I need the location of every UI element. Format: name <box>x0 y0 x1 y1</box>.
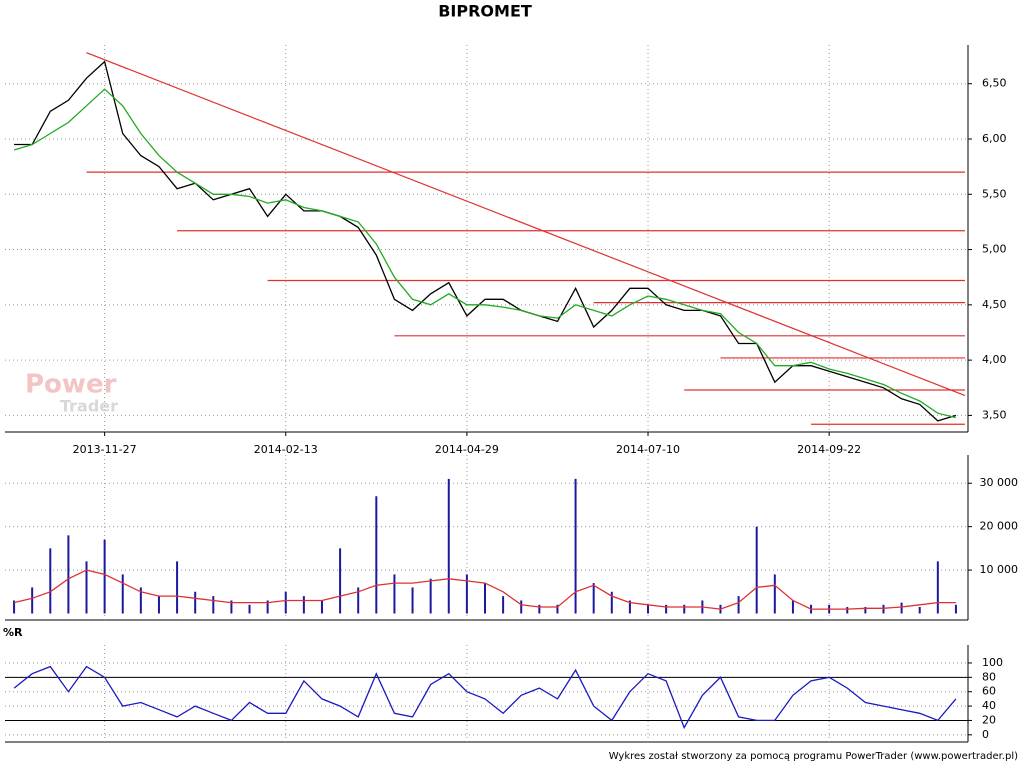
series-line <box>13 569 956 610</box>
volume-bar <box>954 604 957 614</box>
x-tick-label: 2014-04-29 <box>435 443 499 456</box>
volume-bar <box>429 578 432 614</box>
volume-bar <box>320 600 323 614</box>
volume-bar <box>393 574 396 614</box>
volume-bar <box>647 604 650 614</box>
volume-bar <box>502 596 505 614</box>
y-tick-label: 60 <box>982 685 996 698</box>
x-tick-label: 2014-09-22 <box>797 443 861 456</box>
volume-bar <box>31 587 34 614</box>
volume-bar <box>900 602 903 614</box>
volume-bar <box>556 604 559 614</box>
volume-bar <box>13 600 16 614</box>
volume-bar <box>755 526 758 614</box>
volume-bar <box>628 600 631 614</box>
volume-bar <box>484 583 486 614</box>
volume-bar <box>375 496 378 614</box>
y-tick-label: 20 000 <box>980 520 1019 533</box>
series-line <box>13 88 957 419</box>
volume-bar <box>574 478 577 614</box>
volume-bar <box>121 574 124 614</box>
volume-bar <box>864 606 867 614</box>
volume-bar <box>791 600 794 614</box>
y-tick-label: 100 <box>982 656 1003 669</box>
volume-bar <box>212 596 215 614</box>
volume-bar <box>49 548 52 614</box>
y-tick-label: 30 000 <box>980 476 1019 489</box>
volume-bar <box>339 548 342 614</box>
series-line <box>14 60 957 422</box>
y-tick-label: 3,50 <box>982 408 1007 421</box>
volume-bar <box>737 596 740 614</box>
volume-bar <box>592 583 595 614</box>
volume-bar <box>357 587 360 614</box>
y-tick-label: 0 <box>982 728 989 741</box>
watermark: Power <box>25 370 117 400</box>
volume-bar <box>67 535 70 614</box>
trend-line <box>86 52 966 397</box>
y-tick-label: 40 <box>982 699 996 712</box>
volume-bar <box>103 539 106 614</box>
y-tick-label: 10 000 <box>980 563 1019 576</box>
volume-bar <box>882 604 885 614</box>
y-tick-label: 5,00 <box>982 243 1007 256</box>
y-tick-label: 20 <box>982 713 996 726</box>
volume-bar <box>610 591 613 614</box>
volume-bar <box>85 561 88 614</box>
volume-bar <box>447 478 450 614</box>
x-tick-label: 2014-07-10 <box>616 443 680 456</box>
volume-bar <box>411 587 414 614</box>
volume-bar <box>538 604 541 614</box>
y-tick-label: 5,50 <box>982 187 1007 200</box>
volume-bar <box>248 604 251 614</box>
volume-bar <box>266 600 269 614</box>
volume-bar <box>683 604 686 614</box>
volume-bar <box>302 596 305 614</box>
series-line <box>13 665 957 730</box>
volume-bar <box>194 591 197 614</box>
volume-bar <box>284 591 287 614</box>
chart-title: BIPROMET <box>438 2 532 21</box>
footer: Wykres został stworzony za pomocą progra… <box>609 751 1018 762</box>
volume-bar <box>936 561 939 614</box>
volume-bar <box>465 574 468 614</box>
volume-bar <box>846 606 849 614</box>
y-axis-label: %R <box>3 626 23 639</box>
x-tick-label: 2013-11-27 <box>73 443 137 456</box>
x-tick-label: 2014-02-13 <box>254 443 318 456</box>
volume-bar <box>139 587 142 614</box>
volume-bar <box>230 600 233 614</box>
volume-bar <box>176 561 179 614</box>
volume-bar <box>157 596 160 614</box>
y-tick-label: 6,00 <box>982 132 1007 145</box>
volume-bar <box>773 574 776 614</box>
volume-bar <box>918 606 921 614</box>
y-tick-label: 4,00 <box>982 353 1007 366</box>
y-tick-label: 6,50 <box>982 77 1007 90</box>
y-tick-label: 4,50 <box>982 298 1007 311</box>
watermark: Trader <box>60 397 118 416</box>
y-tick-label: 80 <box>982 670 996 683</box>
volume-bar <box>520 600 523 614</box>
volume-bar <box>665 604 668 614</box>
